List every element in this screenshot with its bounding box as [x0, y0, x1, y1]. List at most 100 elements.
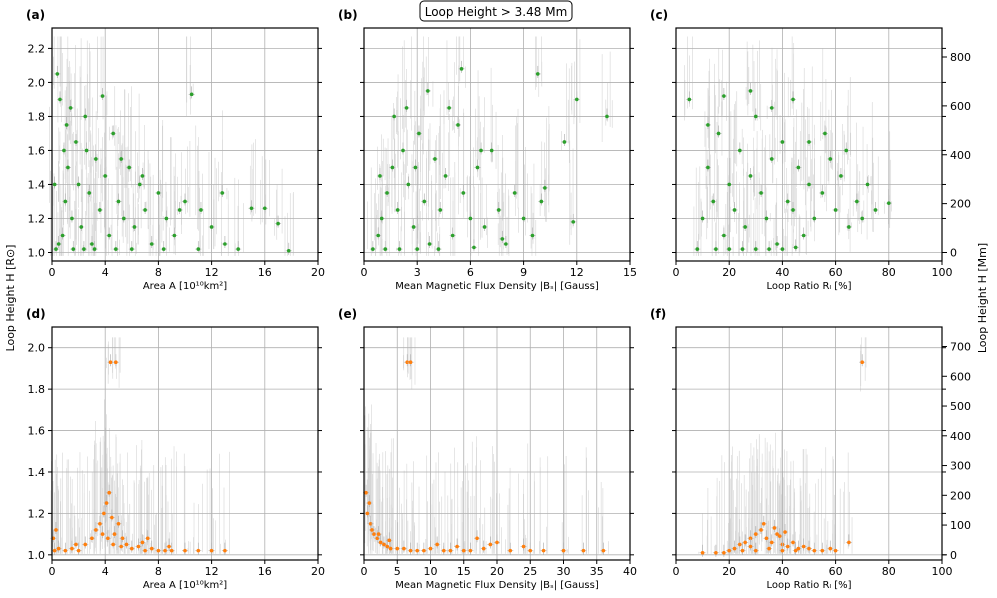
y-tick-label-mm: 400 [950, 149, 971, 162]
data-point [711, 199, 716, 204]
data-point [450, 233, 455, 238]
data-point [103, 174, 107, 178]
x-tick-label: 16 [258, 266, 272, 279]
data-point [404, 106, 409, 110]
data-point [562, 140, 567, 144]
data-point [754, 532, 758, 536]
data-point [775, 532, 779, 536]
data-point [368, 521, 373, 526]
data-point [740, 247, 745, 251]
panel-b: 0 3 6 9 12 15 Mean Magnetic Flux Density |Bₛ| … [338, 8, 637, 292]
data-point [706, 123, 710, 127]
x-tick-label: 20 [722, 565, 736, 578]
data-point [90, 536, 94, 541]
x-tick-label: 15 [457, 565, 471, 578]
data-point [500, 237, 505, 241]
data-point [436, 247, 441, 251]
data-point [823, 131, 827, 136]
x-tick-label: 12 [570, 266, 584, 279]
data-point [769, 106, 774, 110]
x-axis-label: Area A [10¹⁰km²] [143, 580, 227, 591]
data-point [801, 544, 806, 549]
data-point [371, 247, 375, 251]
data-point [172, 233, 177, 238]
x-tick-label: 20 [311, 266, 325, 279]
x-tick-label: 6 [467, 266, 474, 279]
data-point [119, 157, 123, 161]
y-tick-label: 2.2 [28, 42, 46, 55]
y-axis-label-right: Loop Height H [Mm] [976, 243, 989, 353]
x-tick-label: 12 [205, 266, 219, 279]
data-point [107, 233, 111, 238]
data-point [796, 546, 801, 551]
data-point [413, 165, 418, 170]
x-axis-label: Mean Magnetic Flux Density |Bₛ| [Gauss] [395, 281, 599, 292]
panel-a: 0 4 8 12 16 20 1.0 1.2 1.4 1.6 1.8 2.0 2.2 Area A [10… [26, 8, 325, 292]
data-point [873, 208, 878, 212]
data-point [98, 208, 102, 212]
data-point [754, 247, 758, 251]
data-point [94, 528, 98, 532]
data-point [428, 546, 433, 551]
data-point [177, 208, 182, 212]
data-point [100, 94, 105, 98]
data-point [411, 225, 416, 229]
data-point [84, 148, 89, 153]
data-point [801, 233, 806, 238]
data-point [767, 546, 771, 551]
x-tick-label: 4 [102, 266, 109, 279]
errorbar-clutter [684, 36, 892, 256]
x-tick-label: 5 [394, 565, 401, 578]
y-tick-label: 1.6 [28, 144, 46, 157]
data-point [116, 199, 121, 204]
data-point [727, 182, 731, 187]
data-point [865, 182, 870, 187]
data-point [839, 174, 843, 178]
data-point [68, 106, 73, 110]
data-point [759, 191, 763, 195]
data-point [382, 542, 386, 547]
x-tick-label: 0 [361, 565, 368, 578]
data-point [127, 165, 131, 170]
y-tick-label: 2.0 [28, 76, 46, 89]
data-point [71, 247, 76, 251]
data-point [508, 548, 513, 553]
data-point [772, 526, 777, 530]
x-tick-label: 60 [829, 565, 843, 578]
data-point [102, 511, 106, 516]
panel-c: 0 20 40 60 80 100 0 200 400 600 800 Loop Ratio Rₗ [… [650, 8, 971, 292]
data-point [521, 216, 526, 221]
data-point [601, 548, 606, 553]
y-tick-label-mm: 100 [950, 519, 971, 532]
data-point [379, 216, 384, 221]
data-point [62, 148, 66, 153]
data-point [110, 515, 114, 520]
data-point [448, 548, 453, 553]
data-point [468, 548, 473, 553]
data-point [395, 546, 400, 551]
data-point [472, 245, 476, 250]
data-point [496, 208, 501, 212]
data-point [64, 123, 69, 127]
data-point [137, 182, 142, 187]
x-tick-label: 0 [673, 565, 680, 578]
x-tick-label: 40 [623, 565, 637, 578]
data-point [759, 528, 763, 532]
data-point [66, 165, 70, 170]
data-point [106, 536, 110, 541]
data-point [479, 148, 483, 153]
data-point [54, 528, 58, 532]
data-point [108, 360, 113, 365]
data-point [149, 546, 154, 551]
y-tick-label: 1.0 [28, 549, 46, 562]
y-tick-label: 1.4 [28, 466, 46, 479]
data-point [488, 542, 493, 547]
x-tick-label: 80 [882, 565, 896, 578]
data-point [435, 542, 439, 547]
data-point [761, 521, 766, 526]
y-tick-label: 1.6 [28, 425, 46, 438]
data-point [820, 548, 825, 553]
errorbar-clutter [50, 337, 230, 554]
data-point [375, 536, 380, 541]
data-point [83, 114, 88, 119]
